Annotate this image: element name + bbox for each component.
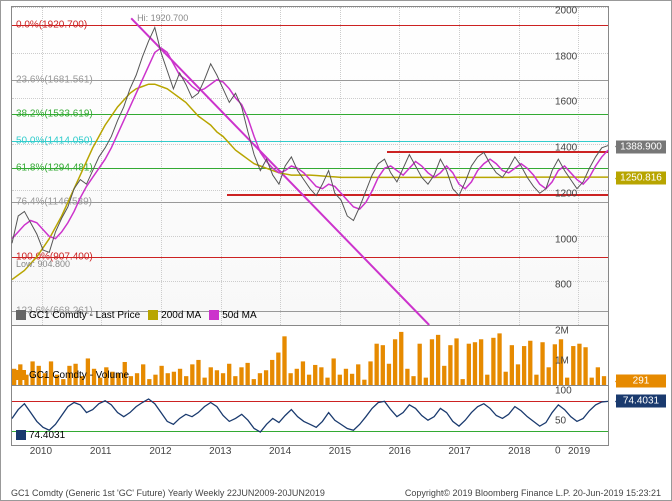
hi-label: Hi: 1920.700: [137, 13, 188, 23]
lo-label: Low: 904.800: [16, 259, 70, 269]
oscillator-legend-label: 74.4031: [29, 430, 65, 441]
x-tick-label: 2011: [90, 446, 112, 457]
price-legend: GC1 Comdty - Last Price 200d MA 50d MA: [16, 310, 265, 324]
legend-item: 200d MA: [148, 310, 201, 321]
ma200-badge: 1250.816.badge[data-name="ma200-badge"]:…: [616, 172, 666, 185]
x-tick-label: 2014: [269, 446, 291, 457]
chart-footer: GC1 Comdty (Generic 1st 'GC' Future) Yea…: [11, 488, 661, 498]
oscillator-last-badge: 74.4031.badge[data-name="oscillator-last…: [616, 395, 666, 408]
chart-container: 0.0%(1920.700)23.6%(1681.561)38.2%(1533.…: [11, 6, 609, 470]
x-tick-label: 2016: [389, 446, 411, 457]
x-tick-label: 2012: [149, 446, 171, 457]
price-panel: 0.0%(1920.700)23.6%(1681.561)38.2%(1533.…: [11, 6, 609, 326]
last-price-badge: 1388.900.badge[data-name="last-price-bad…: [616, 140, 666, 153]
volume-legend: GC1 Comdty - Volume: [16, 370, 137, 384]
x-axis: 2010 2011 2012 2013 2014 2015 2016 2017 2018 2019: [11, 446, 609, 470]
volume-legend-label: GC1 Comdty - Volume: [29, 370, 129, 381]
legend-item: GC1 Comdty - Last Price: [16, 310, 140, 321]
oscillator-legend: 74.4031: [16, 430, 73, 444]
footer-left: GC1 Comdty (Generic 1st 'GC' Future) Yea…: [11, 488, 325, 498]
x-tick-label: 2019: [568, 446, 590, 457]
volume-panel: GC1 Comdty - Volume 291.badge[data-name=…: [11, 326, 609, 386]
footer-right: Copyright© 2019 Bloomberg Finance L.P. 2…: [405, 488, 661, 498]
x-tick-label: 2018: [508, 446, 530, 457]
x-tick-label: 2010: [30, 446, 52, 457]
volume-last-badge: 291.badge[data-name="volume-last-badge"]…: [616, 375, 666, 388]
x-tick-label: 2015: [329, 446, 351, 457]
oscillator-panel: 74.4031 74.4031.badge[data-name="oscilla…: [11, 386, 609, 446]
x-tick-label: 2013: [209, 446, 231, 457]
legend-item: 50d MA: [209, 310, 256, 321]
x-tick-label: 2017: [448, 446, 470, 457]
